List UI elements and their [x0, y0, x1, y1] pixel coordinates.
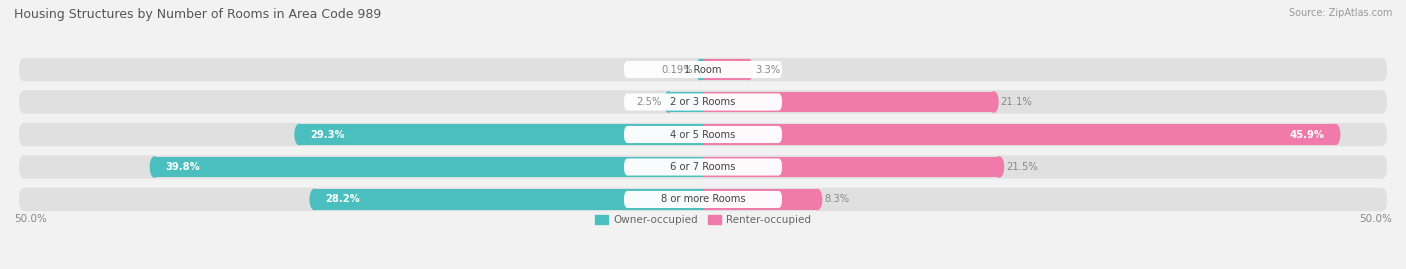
Bar	[703, 92, 994, 112]
Circle shape	[696, 59, 704, 80]
Text: 4 or 5 Rooms: 4 or 5 Rooms	[671, 129, 735, 140]
Text: 8.3%: 8.3%	[824, 194, 849, 204]
Circle shape	[295, 125, 304, 144]
FancyBboxPatch shape	[624, 158, 782, 176]
FancyBboxPatch shape	[624, 126, 782, 143]
Text: 1 Room: 1 Room	[685, 65, 721, 75]
Circle shape	[311, 189, 319, 210]
FancyBboxPatch shape	[20, 123, 1386, 146]
Bar	[155, 157, 703, 177]
Text: 6 or 7 Rooms: 6 or 7 Rooms	[671, 162, 735, 172]
FancyBboxPatch shape	[20, 58, 1386, 81]
Text: 2.5%: 2.5%	[637, 97, 662, 107]
FancyBboxPatch shape	[624, 191, 782, 208]
Text: 28.2%: 28.2%	[325, 194, 360, 204]
Text: 45.9%: 45.9%	[1289, 129, 1324, 140]
Text: 8 or more Rooms: 8 or more Rooms	[661, 194, 745, 204]
FancyBboxPatch shape	[624, 61, 782, 78]
Text: 50.0%: 50.0%	[14, 214, 46, 224]
Text: Housing Structures by Number of Rooms in Area Code 989: Housing Structures by Number of Rooms in…	[14, 8, 381, 21]
Circle shape	[990, 92, 998, 112]
Bar	[703, 125, 1336, 144]
Bar	[703, 157, 1000, 177]
Bar	[703, 189, 817, 210]
Bar	[703, 59, 748, 80]
FancyBboxPatch shape	[20, 90, 1386, 114]
Circle shape	[744, 59, 752, 80]
FancyBboxPatch shape	[20, 155, 1386, 179]
Bar	[299, 125, 703, 144]
Bar	[315, 189, 703, 210]
Circle shape	[664, 92, 673, 112]
Circle shape	[150, 157, 159, 177]
Text: 3.3%: 3.3%	[755, 65, 780, 75]
Text: 29.3%: 29.3%	[311, 129, 344, 140]
Text: 0.19%: 0.19%	[662, 65, 693, 75]
Circle shape	[995, 157, 1004, 177]
Bar	[669, 92, 703, 112]
Bar	[700, 59, 703, 80]
Text: 50.0%: 50.0%	[1360, 214, 1392, 224]
FancyBboxPatch shape	[20, 188, 1386, 211]
Circle shape	[1331, 125, 1340, 144]
FancyBboxPatch shape	[624, 93, 782, 111]
Text: 21.5%: 21.5%	[1007, 162, 1038, 172]
Text: 2 or 3 Rooms: 2 or 3 Rooms	[671, 97, 735, 107]
Legend: Owner-occupied, Renter-occupied: Owner-occupied, Renter-occupied	[591, 211, 815, 229]
Text: Source: ZipAtlas.com: Source: ZipAtlas.com	[1288, 8, 1392, 18]
Text: 21.1%: 21.1%	[1001, 97, 1032, 107]
Circle shape	[813, 189, 821, 210]
Text: 39.8%: 39.8%	[166, 162, 201, 172]
